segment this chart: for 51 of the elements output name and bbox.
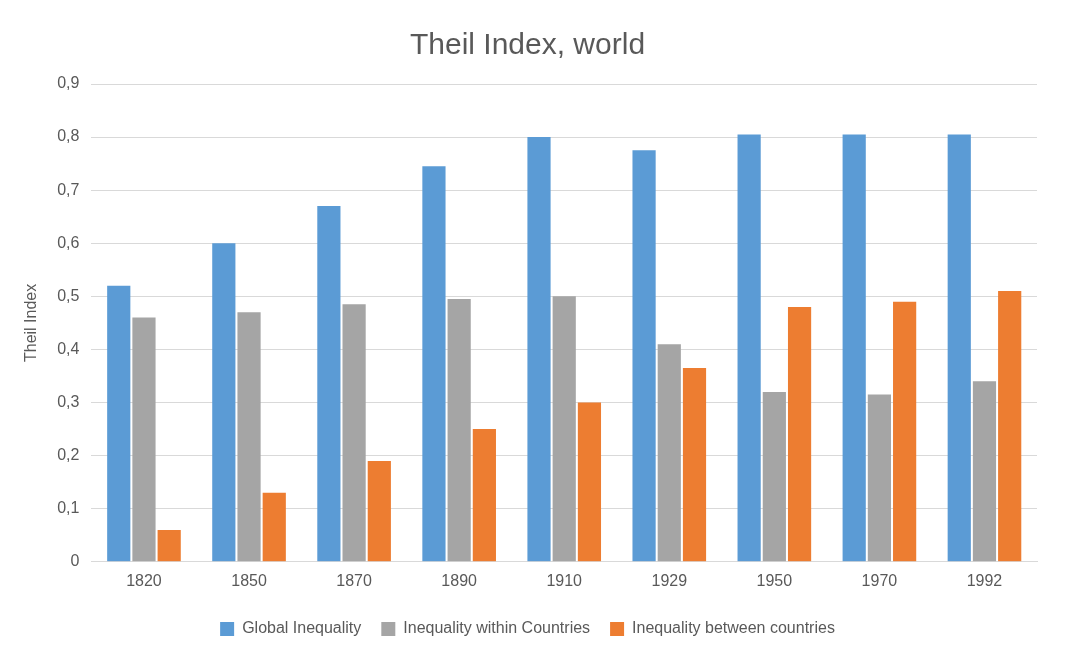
y-tick-label: 0 xyxy=(70,552,80,570)
bar xyxy=(422,166,446,562)
bar xyxy=(212,243,236,562)
y-tick-label: 0,9 xyxy=(57,74,80,92)
bar xyxy=(762,391,786,562)
bar xyxy=(552,296,576,562)
x-tick-label: 1870 xyxy=(336,571,372,589)
bar xyxy=(867,394,892,562)
y-tick-label: 0,4 xyxy=(57,339,80,357)
bar xyxy=(737,134,761,562)
bar xyxy=(657,344,681,562)
x-tick-label: 1820 xyxy=(126,571,162,589)
legend-label: Inequality within Countries xyxy=(403,619,591,637)
bar xyxy=(632,150,656,562)
x-tick-label: 1950 xyxy=(756,571,793,589)
y-tick-label: 0,8 xyxy=(57,127,80,145)
y-tick-label: 0,3 xyxy=(57,392,80,410)
y-tick-label: 0,7 xyxy=(57,180,80,198)
bar xyxy=(447,299,471,562)
bar xyxy=(682,368,707,562)
y-tick-label: 0,1 xyxy=(57,499,80,517)
x-tick-label: 1929 xyxy=(651,571,688,589)
bar xyxy=(787,306,812,562)
bar xyxy=(317,206,341,562)
bar xyxy=(842,134,866,562)
bar xyxy=(262,492,286,562)
bar xyxy=(893,301,917,562)
y-tick-label: 0,6 xyxy=(57,233,80,251)
bar xyxy=(157,529,181,562)
bar xyxy=(367,460,391,562)
legend-label: Global Inequality xyxy=(242,619,362,637)
bar xyxy=(947,134,971,562)
bar xyxy=(577,402,602,562)
x-tick-label: 1890 xyxy=(441,571,478,589)
bar xyxy=(998,291,1022,562)
bar xyxy=(527,137,551,562)
y-axis-title: Theil Index xyxy=(22,283,40,363)
bar xyxy=(342,304,366,562)
legend-label: Inequality between countries xyxy=(632,619,835,637)
y-tick-label: 0,5 xyxy=(57,286,80,304)
x-tick-label: 1850 xyxy=(231,571,267,589)
bar xyxy=(237,312,261,562)
bar xyxy=(972,381,997,562)
x-tick-label: 1910 xyxy=(546,571,583,589)
chart-title: Theil Index, world xyxy=(409,27,646,61)
x-tick-label: 1992 xyxy=(966,571,1003,589)
bar xyxy=(132,317,156,562)
x-tick-label: 1970 xyxy=(861,571,898,589)
y-tick-label: 0,2 xyxy=(57,446,80,464)
bar xyxy=(472,429,496,562)
bar xyxy=(107,285,131,562)
